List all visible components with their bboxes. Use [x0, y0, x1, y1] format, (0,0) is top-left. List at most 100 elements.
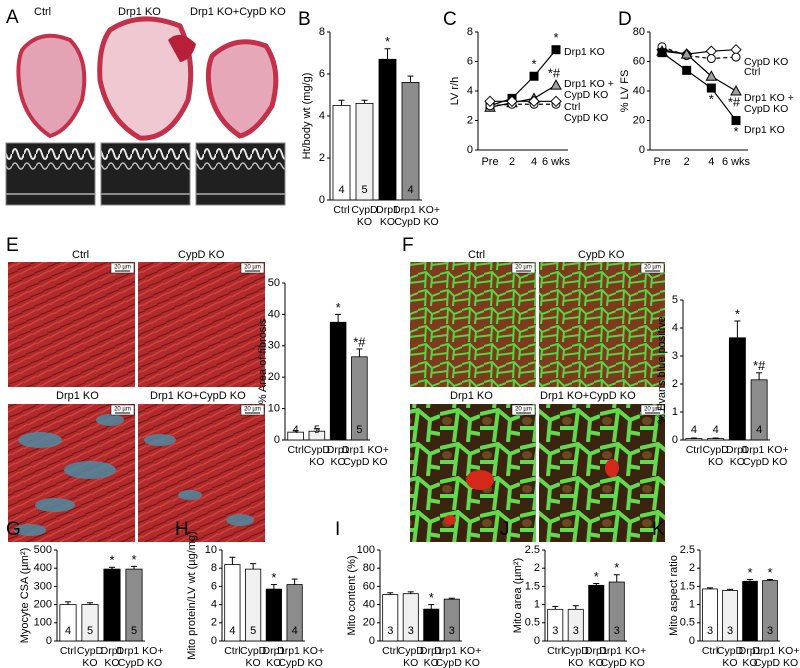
x-tick-label: Drp1: [376, 204, 399, 216]
echo-image: [100, 142, 191, 206]
y-tick-label: 10: [205, 544, 217, 556]
n-label: 5: [361, 184, 367, 196]
image-label: Ctrl: [72, 249, 89, 261]
scale-bar-label: 20 µm: [114, 265, 131, 271]
y-tick-label: 0: [534, 635, 540, 647]
n-label: 3: [573, 625, 579, 637]
y-tick-label: 0: [467, 144, 473, 156]
x-tick-label: Drp1: [420, 645, 443, 657]
x-tick-label: CypD KO: [743, 456, 787, 468]
n-label: 5: [384, 184, 390, 196]
scale-bar-box: [511, 404, 536, 416]
y-tick-label: 4: [467, 85, 473, 97]
image-label: CypD KO: [178, 249, 225, 261]
y-axis-title: % Area of fibrosis: [257, 318, 269, 404]
y-tick-label: 1: [534, 599, 540, 611]
image-label: Drp1 KO: [56, 390, 99, 402]
panel-letter: E: [6, 235, 19, 256]
x-tick-label: KO: [730, 456, 745, 468]
y-tick-label: 0: [211, 635, 217, 647]
panel-letter: F: [402, 235, 414, 256]
x-tick-label: KO: [380, 216, 395, 228]
x-tick-label: KO: [104, 657, 119, 668]
n-label: 4: [407, 184, 413, 196]
y-tick-label: 4: [211, 599, 217, 611]
x-tick-label: Ctrl: [547, 645, 563, 657]
x-tick-label: Drp1 KO+: [342, 444, 389, 456]
x-tick-label: Drp1 KO+: [742, 444, 789, 456]
n-label: 3: [747, 625, 753, 637]
x-tick-label: Drp1: [327, 444, 350, 456]
series-line: [661, 52, 737, 121]
series-label: Drp1 KO: [564, 46, 605, 58]
y-tick-label: 4: [319, 110, 325, 122]
series-line: [489, 84, 557, 108]
x-tick-label: KO: [568, 657, 583, 668]
x-tick-label: Ctrl: [702, 645, 718, 657]
n-label: 4: [293, 424, 299, 436]
x-tick-label: CypD KO: [394, 216, 438, 228]
y-axis-title: Mito aspect ratio: [668, 555, 680, 636]
marker: [550, 79, 562, 90]
series-label: Ctrl: [744, 66, 760, 78]
panel-letter: K: [652, 519, 665, 540]
y-tick-label: 0: [46, 635, 52, 647]
echo-image: [5, 142, 96, 206]
x-tick-label: Drp1: [726, 444, 749, 456]
y-tick-label: 8: [467, 26, 473, 38]
n-label: 3: [593, 625, 599, 637]
y-tick-label: 80: [363, 562, 375, 574]
significance-label: *: [767, 565, 772, 580]
y-tick-label: 200: [34, 599, 52, 611]
scale-bar-box: [240, 404, 265, 416]
n-label: 3: [387, 625, 393, 637]
significance-label: *: [531, 57, 536, 72]
x-tick-label: Ctrl: [686, 444, 702, 456]
histology-image: [8, 262, 135, 387]
y-tick-label: 2: [211, 617, 217, 629]
y-tick-label: 8: [211, 562, 217, 574]
x-tick-label: KO: [742, 657, 757, 668]
y-tick-label: 8: [319, 26, 325, 38]
x-tick-label: Drp1: [101, 645, 124, 657]
x-tick-label: 6 wks: [542, 156, 571, 168]
fluorescence-image: [410, 262, 536, 387]
y-tick-label: 60: [633, 55, 645, 67]
x-tick-label: 2: [509, 156, 515, 168]
heart-image: [97, 16, 194, 141]
x-tick-label: KO: [357, 216, 372, 228]
significance-label: *#: [753, 358, 766, 373]
x-tick-label: Drp1 KO+: [393, 204, 440, 216]
significance-label: *: [735, 306, 740, 321]
n-label: 4: [292, 625, 298, 637]
y-tick-label: 6: [319, 68, 325, 80]
x-tick-label: Drp1 KO+: [753, 645, 800, 657]
significance-label: *: [733, 124, 738, 139]
x-tick-label: KO: [246, 657, 261, 668]
y-axis-title: Mito content (%): [346, 555, 358, 635]
y-tick-label: 2: [689, 562, 695, 574]
n-label: 3: [408, 625, 414, 637]
significance-label: *: [614, 560, 619, 575]
n-label: 4: [335, 424, 341, 436]
n-label: 5: [87, 625, 93, 637]
x-tick-label: CypD KO: [278, 657, 322, 668]
y-tick-label: 0.5: [680, 617, 695, 629]
y-tick-label: 40: [363, 599, 375, 611]
x-tick-label: Drp1: [585, 645, 608, 657]
y-tick-label: 100: [34, 617, 52, 629]
n-label: 3: [767, 625, 773, 637]
scale-bar-label: 20 µm: [244, 407, 261, 413]
marker: [730, 84, 742, 96]
x-tick-label: Drp1 KO+: [599, 645, 646, 657]
x-tick-label: CypD KO: [118, 657, 162, 668]
heart-image: [168, 34, 196, 62]
significance-label: *: [747, 565, 752, 580]
image-label: Drp1 KO+CypD KO: [150, 390, 246, 402]
y-tick-label: 2: [467, 114, 473, 126]
y-tick-label: 30: [268, 340, 280, 352]
y-tick-label: 40: [268, 308, 280, 320]
x-tick-label: KO: [708, 456, 723, 468]
image-label: CypD KO: [578, 249, 625, 261]
x-tick-label: CypD: [77, 645, 104, 657]
